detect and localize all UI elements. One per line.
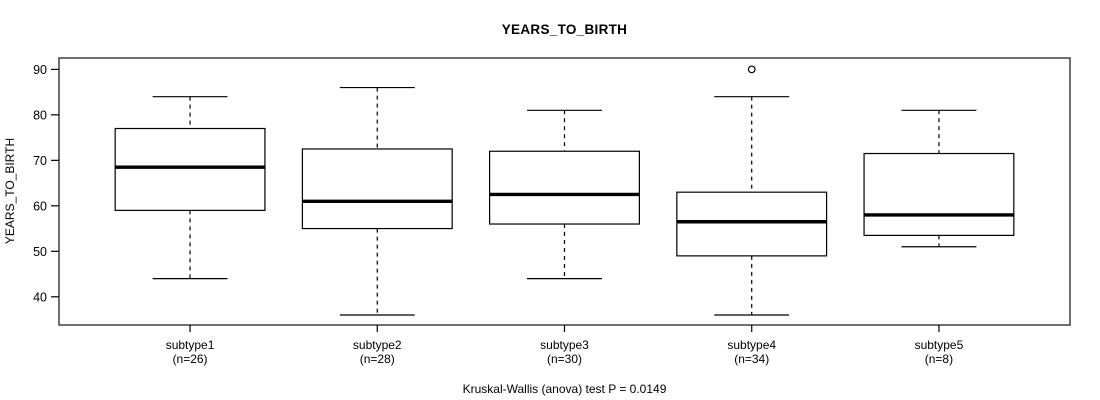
chart-title: YEARS_TO_BIRTH (501, 22, 628, 37)
y-tick-label: 80 (33, 108, 47, 122)
category-name: subtype5 (914, 338, 964, 352)
y-tick-label: 50 (33, 245, 47, 259)
y-tick-label: 70 (33, 154, 47, 168)
outlier-point (747, 65, 756, 74)
x-axis-label-subtype2: subtype2 (n=28) (297, 338, 457, 366)
x-axis-label-subtype5: subtype5 (n=8) (859, 338, 1019, 366)
stat-test-annotation: Kruskal-Wallis (anova) test P = 0.0149 (462, 382, 667, 396)
category-name: subtype4 (727, 338, 777, 352)
category-name: subtype1 (165, 338, 215, 352)
category-count: (n=30) (546, 352, 583, 366)
x-axis-label-subtype1: subtype1 (n=26) (110, 338, 270, 366)
category-count: (n=8) (924, 352, 954, 366)
y-tick-label: 40 (33, 290, 47, 304)
x-axis-label-subtype4: subtype4 (n=34) (672, 338, 832, 366)
category-count: (n=34) (734, 352, 770, 366)
category-name: subtype2 (352, 338, 402, 352)
y-tick-label: 90 (33, 63, 47, 77)
category-count: (n=28) (359, 352, 395, 366)
y-tick-label: 60 (33, 199, 47, 213)
iqr-box-subtype1 (114, 127, 266, 211)
category-count: (n=26) (172, 352, 208, 366)
category-name: subtype3 (540, 338, 589, 352)
iqr-box-subtype3 (489, 150, 640, 225)
iqr-box-subtype4 (676, 191, 828, 257)
iqr-box-subtype5 (863, 152, 1015, 236)
x-axis-label-subtype3: subtype3 (n=30) (485, 338, 645, 366)
iqr-box-subtype2 (301, 148, 453, 230)
